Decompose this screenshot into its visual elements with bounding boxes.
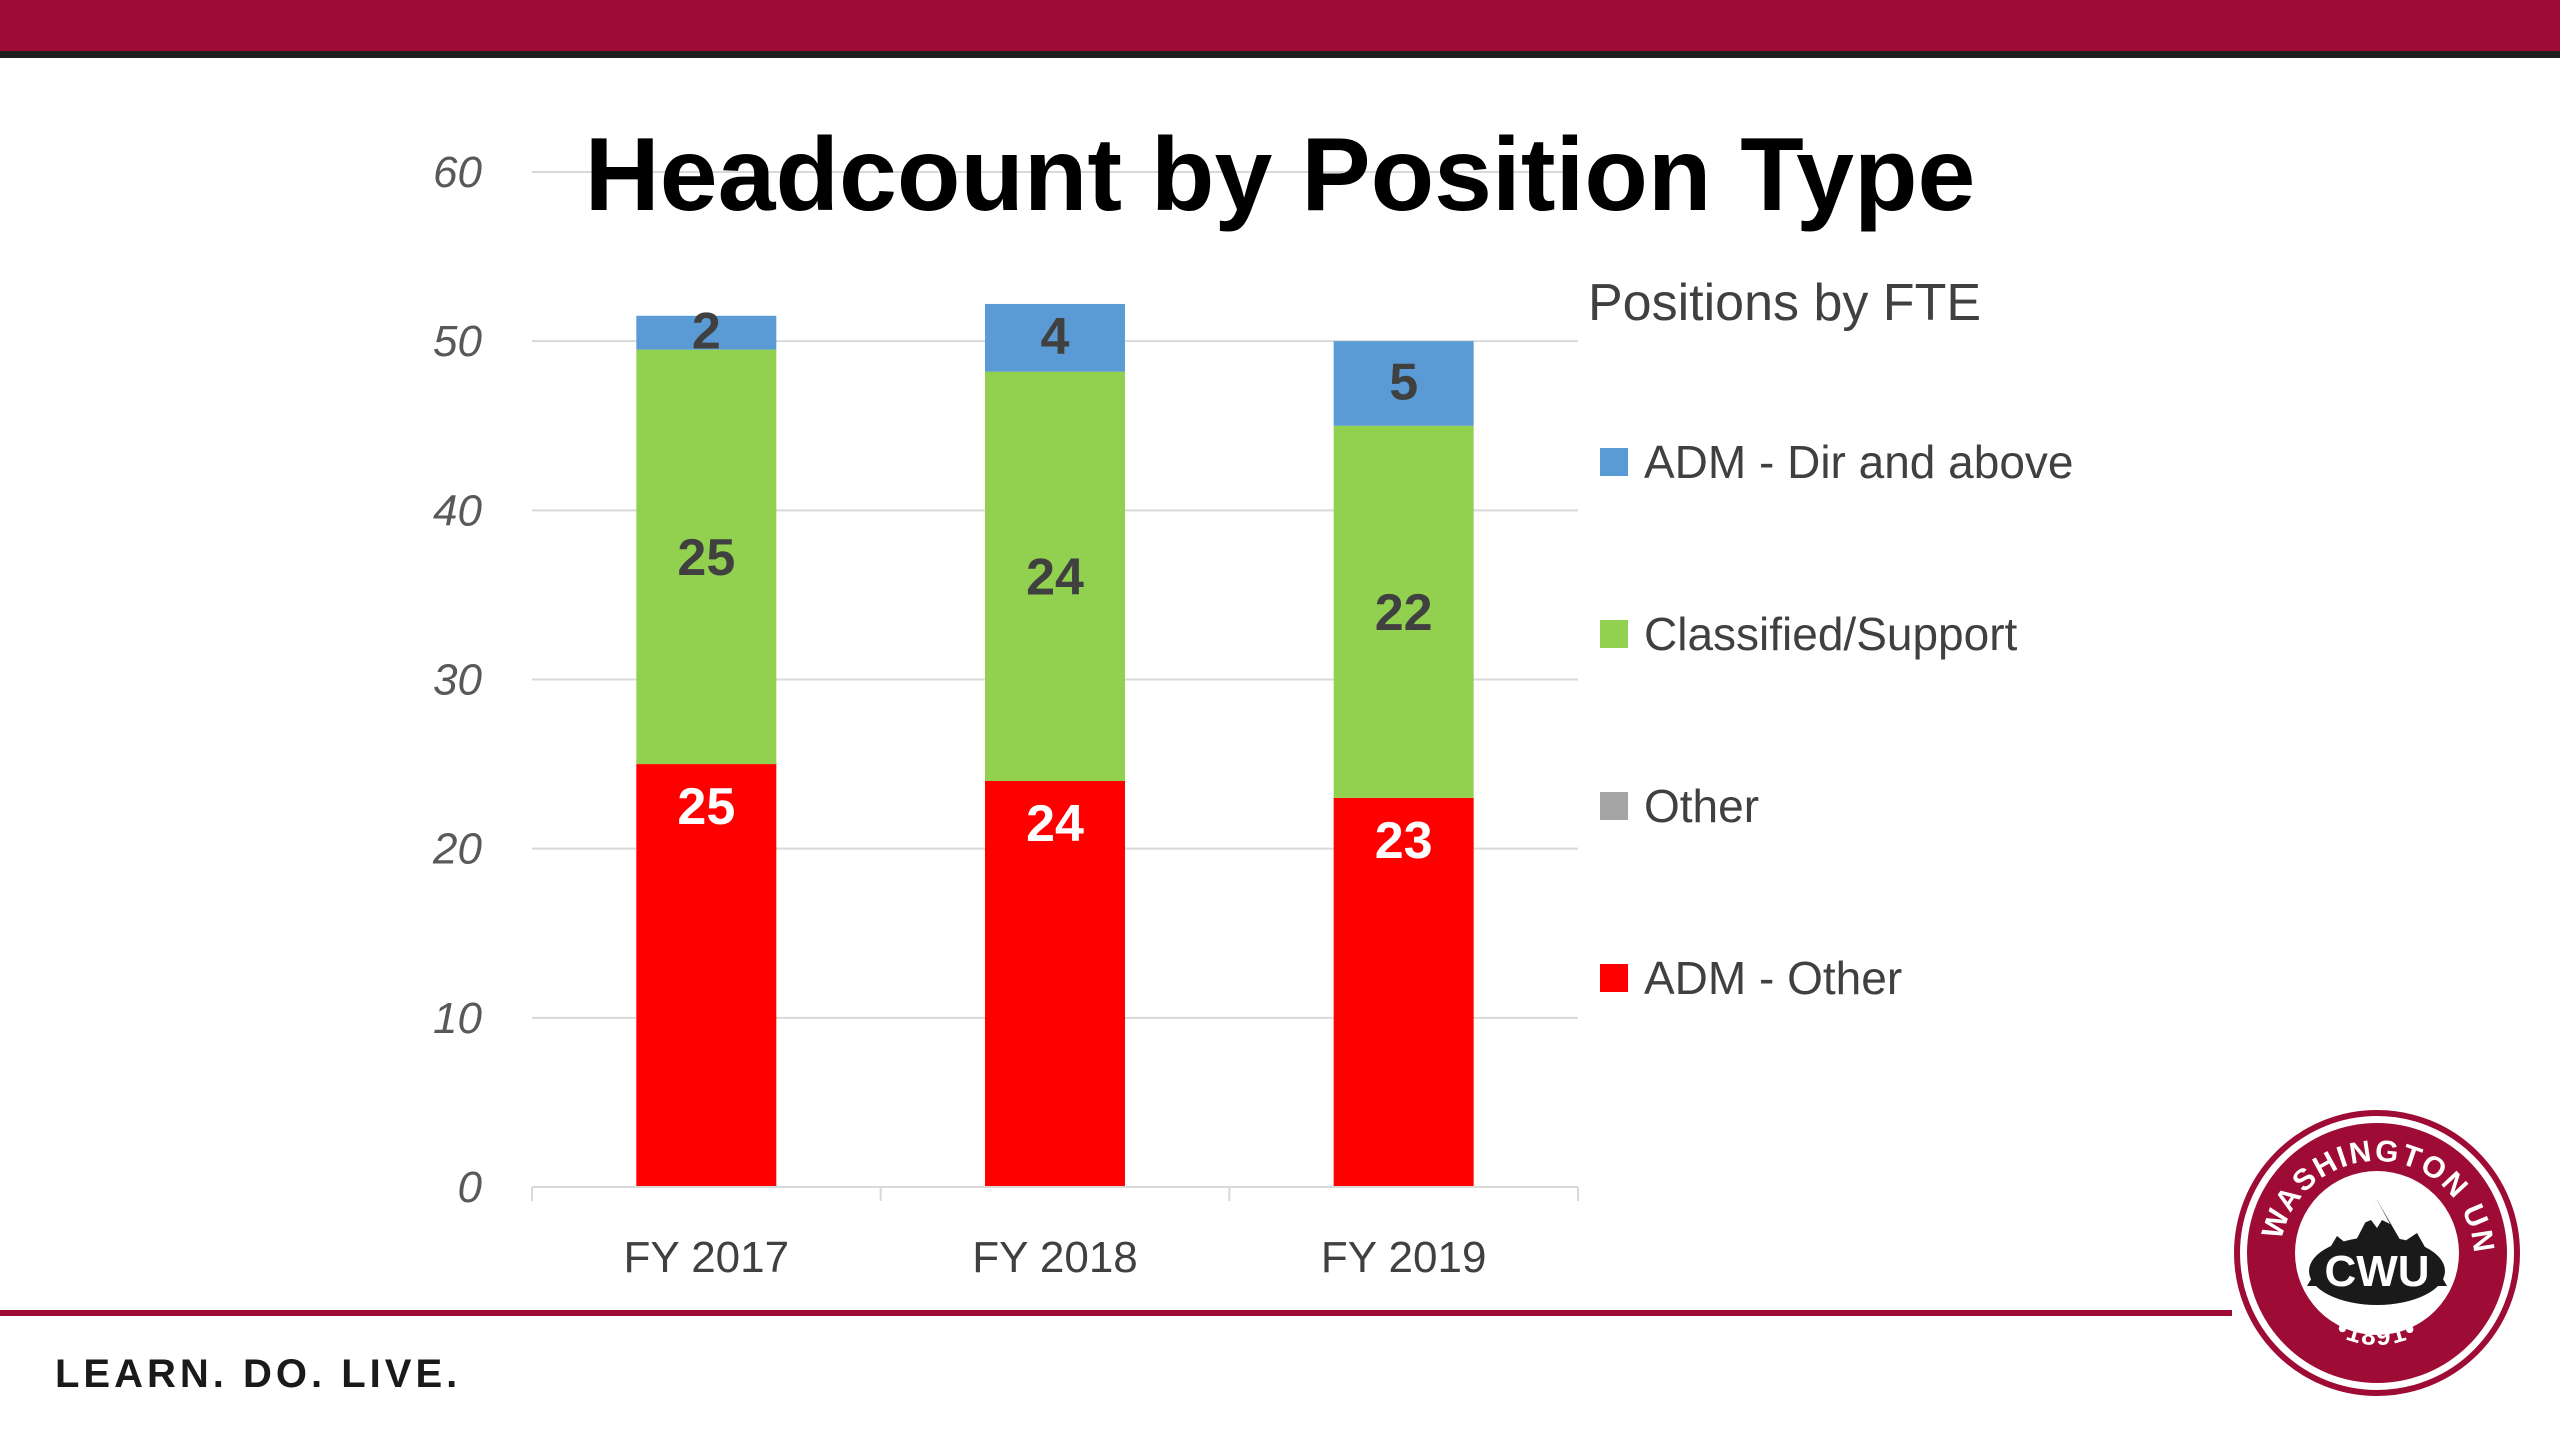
y-tick-label: 30	[433, 656, 482, 705]
top-banner	[0, 0, 2560, 58]
legend-item-label: ADM - Dir and above	[1644, 436, 2074, 488]
data-label: 25	[677, 778, 735, 836]
legend-item-label: Classified/Support	[1644, 608, 2018, 660]
data-label: 25	[677, 529, 735, 587]
bar-segment-classified-support	[636, 349, 777, 765]
chart-axes: 0 10 20 30 40 50 60 FY 2017 FY 2018 FY 2019	[432, 148, 1579, 1282]
x-tick-label: FY 2019	[1321, 1233, 1487, 1282]
y-tick-label: 10	[433, 994, 482, 1043]
legend-swatch	[1600, 792, 1628, 820]
y-tick-label: 0	[458, 1163, 483, 1212]
y-tick-label: 20	[432, 825, 482, 874]
y-tick-label: 50	[433, 317, 482, 366]
bar-segment-adm-other	[1333, 797, 1474, 1187]
data-label: 22	[1375, 584, 1433, 642]
chart-legend: Positions by FTE ADM - Dir and above Class…	[1588, 274, 2074, 1004]
bar-segment-classified-support	[985, 371, 1125, 781]
footer-divider	[0, 1310, 2232, 1316]
legend-swatch	[1600, 620, 1628, 648]
data-label: 24	[1026, 548, 1084, 606]
legend-item-label: Other	[1644, 780, 1759, 832]
bar-segment-adm-other	[985, 781, 1125, 1187]
bar-segment-adm-dir-and-above	[985, 303, 1125, 372]
tagline: LEARN. DO. LIVE.	[55, 1352, 462, 1396]
y-tick-label: 60	[433, 148, 482, 197]
bar-segment-adm-other	[636, 764, 777, 1187]
chart-bars	[636, 303, 1474, 1187]
y-tick-label: 40	[433, 486, 482, 535]
data-label: 24	[1026, 795, 1084, 853]
legend-title: Positions by FTE	[1588, 274, 1981, 332]
bar-segment-classified-support	[1333, 425, 1474, 798]
data-label: 23	[1375, 812, 1433, 870]
bar-segment-adm-dir-and-above	[636, 315, 777, 350]
legend-swatch	[1600, 448, 1628, 476]
data-label: 4	[1041, 308, 1070, 366]
x-tick-label: FY 2018	[972, 1233, 1138, 1282]
cwu-seal-logo: CENTRAL WASHINGTON UNIVERSITY •1891• CWU	[2232, 1108, 2520, 1396]
bar-segment-adm-dir-and-above	[1333, 341, 1474, 426]
data-label: 5	[1389, 353, 1418, 411]
chart-data-labels: 25 25 2 24 24 4 23 22 5	[677, 303, 1432, 870]
legend-swatch	[1600, 964, 1628, 992]
data-label: 2	[692, 303, 721, 361]
slide-title: Headcount by Position Type	[584, 117, 1976, 233]
legend-item-label: ADM - Other	[1644, 952, 1902, 1004]
headcount-stacked-bar-chart: 25 25 2 24 24 4 23 22 5 0 10 20 30 40 50 60 FY 2017 FY 2…	[432, 148, 2074, 1282]
x-tick-label: FY 2017	[624, 1233, 790, 1282]
svg-text:CWU: CWU	[2324, 1247, 2429, 1296]
